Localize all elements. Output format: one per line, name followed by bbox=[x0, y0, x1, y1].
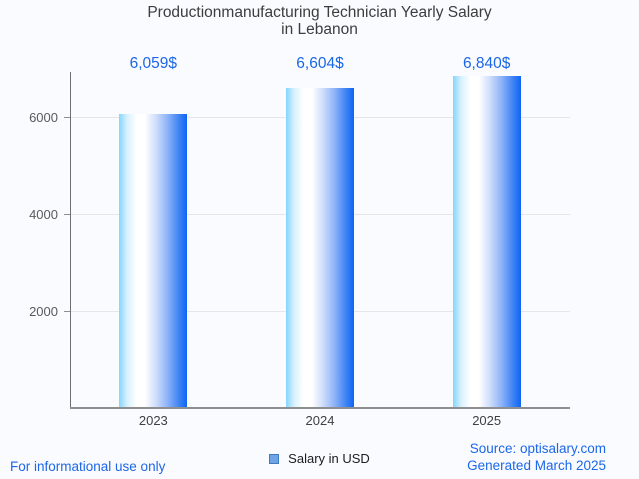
y-tick-label-4000: 4000 bbox=[29, 207, 58, 222]
legend-swatch-icon bbox=[269, 453, 280, 464]
y-tick-mark-4000 bbox=[64, 214, 70, 215]
legend-label: Salary in USD bbox=[288, 451, 370, 466]
x-axis-line bbox=[70, 407, 570, 409]
y-axis-line bbox=[70, 72, 71, 408]
chart-title: Productionmanufacturing Technician Yearl… bbox=[0, 4, 639, 38]
chart-title-line2: in Lebanon bbox=[281, 21, 358, 38]
source-text: Source: optisalary.com bbox=[469, 441, 606, 456]
y-tick-label-6000: 6000 bbox=[29, 110, 58, 125]
x-tick-label-2025: 2025 bbox=[472, 413, 502, 428]
value-label-2025: 6,840$ bbox=[462, 55, 511, 72]
legend: Salary in USD bbox=[0, 451, 639, 466]
chart-title-line1: Productionmanufacturing Technician Yearl… bbox=[147, 4, 492, 21]
generated-text: Generated March 2025 bbox=[467, 457, 606, 473]
bar-2024 bbox=[286, 88, 354, 408]
value-label-2024: 6,604$ bbox=[296, 55, 344, 72]
source-block: Source: optisalary.com Generated March 2… bbox=[467, 441, 606, 474]
plot-area bbox=[70, 72, 570, 408]
x-tick-label-2023: 2023 bbox=[138, 413, 168, 428]
y-tick-mark-6000 bbox=[64, 117, 70, 118]
bar-2025 bbox=[452, 76, 521, 408]
bar-2023 bbox=[119, 114, 188, 408]
y-tick-label-2000: 2000 bbox=[29, 304, 58, 319]
value-label-2023: 6,059$ bbox=[129, 55, 178, 72]
y-tick-mark-2000 bbox=[64, 311, 70, 312]
disclaimer-text: For informational use only bbox=[10, 459, 166, 474]
x-tick-label-2024: 2024 bbox=[305, 413, 335, 428]
